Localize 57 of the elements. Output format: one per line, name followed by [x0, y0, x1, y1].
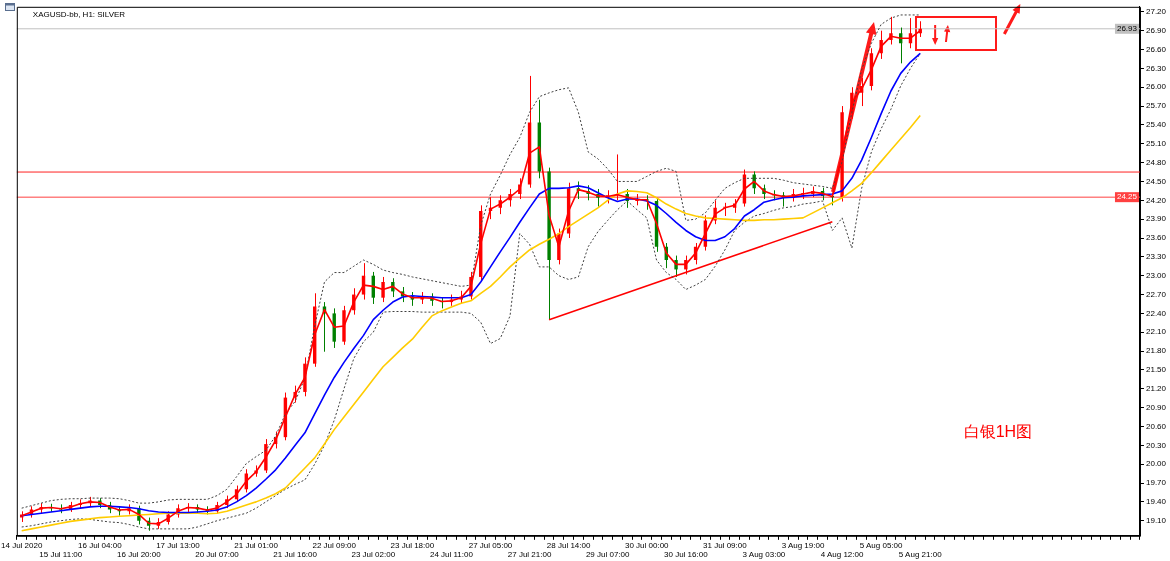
x-tick-label: 27 Jul 21:00: [507, 550, 552, 560]
y-tick-label: 20.00: [1145, 459, 1167, 469]
y-tick-label: 20.60: [1145, 421, 1167, 431]
x-tick-label: 31 Jul 09:00: [703, 540, 748, 550]
y-tick-label: 19.70: [1145, 478, 1167, 488]
y-tick-label: 25.10: [1145, 138, 1167, 148]
y-tick-label: 24.50: [1145, 176, 1167, 186]
annotation: 白银1H图: [963, 423, 1033, 441]
x-tick-label: 27 Jul 05:00: [468, 540, 513, 550]
x-tick-label: 23 Jul 18:00: [390, 540, 435, 550]
x-tick-label: 30 Jul 16:00: [664, 550, 709, 560]
ref-line-label: 26.93: [1116, 23, 1138, 33]
x-tick-label: 28 Jul 14:00: [546, 540, 591, 550]
y-tick-label: 24.80: [1145, 157, 1167, 167]
x-tick-label: 21 Jul 16:00: [273, 550, 318, 560]
candlestick: [381, 276, 385, 303]
y-tick-label: 26.90: [1145, 25, 1167, 35]
x-tick-label: 16 Jul 04:00: [78, 540, 123, 550]
x-tick-label: 5 Aug 21:00: [898, 550, 943, 560]
y-tick-label: 21.20: [1145, 383, 1167, 393]
chart-title: XAGUSD-bb, H1: SILVER: [32, 10, 126, 19]
y-tick-label: 25.70: [1145, 101, 1167, 111]
y-tick-label: 23.90: [1145, 214, 1167, 224]
y-tick-label: 21.80: [1145, 346, 1167, 356]
ref-line-label: 24.25: [1116, 192, 1138, 202]
x-tick-label: 21 Jul 01:00: [234, 540, 279, 550]
x-tick-label: 20 Jul 07:00: [195, 550, 240, 560]
y-tick-label: 25.40: [1145, 120, 1167, 130]
x-tick-label: 15 Jul 11:00: [39, 550, 83, 560]
x-tick-label: 23 Jul 02:00: [351, 550, 396, 560]
y-tick-label: 23.60: [1145, 233, 1167, 243]
y-tick-label: 27.20: [1145, 7, 1167, 17]
y-tick-label: 24.20: [1145, 195, 1167, 205]
y-tick-label: 22.40: [1145, 308, 1167, 318]
x-tick-label: 4 Aug 12:00: [820, 550, 864, 560]
y-tick-label: 23.00: [1145, 270, 1167, 280]
x-tick-label: 29 Jul 07:00: [585, 550, 631, 560]
x-tick-label: 5 Aug 05:00: [859, 540, 904, 550]
y-tick-label: 20.30: [1145, 440, 1167, 450]
y-tick-label: 22.10: [1145, 327, 1167, 337]
x-tick-label: 24 Jul 11:00: [429, 550, 474, 560]
y-tick-label: 26.60: [1145, 44, 1167, 54]
y-tick-label: 19.40: [1145, 497, 1167, 507]
x-tick-label: 30 Jul 00:00: [624, 540, 670, 550]
x-tick-label: 16 Jul 20:00: [117, 550, 162, 560]
x-tick-label: 3 Aug 19:00: [781, 540, 825, 550]
x-tick-label: 3 Aug 03:00: [742, 550, 786, 560]
x-tick-label: 17 Jul 13:00: [156, 540, 201, 550]
y-tick-label: 21.50: [1145, 365, 1167, 375]
x-tick-label: 14 Jul 2020: [1, 540, 43, 550]
y-tick-label: 20.90: [1145, 402, 1167, 412]
y-tick-label: 19.10: [1145, 515, 1167, 525]
y-tick-label: 23.30: [1145, 252, 1167, 262]
y-tick-label: 26.00: [1145, 82, 1167, 92]
y-tick-label: 26.30: [1145, 63, 1167, 73]
x-tick-label: 22 Jul 09:00: [312, 540, 357, 550]
y-tick-label: 22.70: [1145, 289, 1167, 299]
